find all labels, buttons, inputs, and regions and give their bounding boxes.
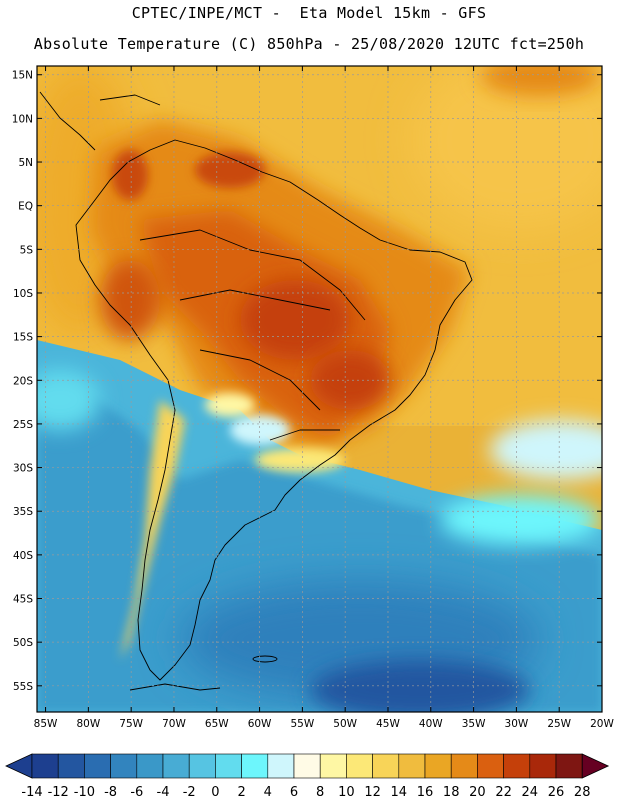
colorbar-segment — [84, 753, 111, 779]
latitude-label: 30S — [13, 463, 33, 475]
colorbar-label: 10 — [338, 785, 355, 800]
colorbar-label: 26 — [548, 785, 565, 800]
colorbar-label: 4 — [264, 785, 272, 800]
longitude-label: 20W — [590, 718, 614, 730]
colorbar-segment — [346, 753, 373, 779]
colorbar-label: -8 — [104, 785, 117, 800]
longitude-label: 85W — [34, 718, 58, 730]
longitude-label: 25W — [547, 718, 571, 730]
longitude-label: 30W — [505, 718, 529, 730]
colorbar-arrow-low — [5, 753, 33, 779]
colorbar-label: 24 — [522, 785, 539, 800]
colorbar-label: -12 — [48, 785, 69, 800]
longitude-label: 60W — [248, 718, 272, 730]
temperature-field — [37, 66, 602, 712]
colorbar-label: -6 — [130, 785, 143, 800]
latitude-label: 5N — [18, 157, 33, 169]
coastline-outlines — [39, 91, 473, 691]
latitude-label: 20S — [13, 375, 33, 387]
latitude-label: 10S — [13, 288, 33, 300]
longitude-label: 70W — [162, 718, 186, 730]
colorbar-segment — [450, 753, 478, 779]
colorbar-labels: -14 -12 -10 -8 -6 -4 -2 0 2 4 6 8 10 12 14 16 18 20 22 24 26… — [21, 785, 590, 800]
colorbar-label: 2 — [237, 785, 245, 800]
colorbar-segment — [398, 753, 426, 779]
colorbar-label: 6 — [290, 785, 298, 800]
latitude-label: 40S — [13, 550, 33, 562]
latitude-labels: 15N 10N 5N EQ 5S 10S 15S 20S 25S 30S 35S 40S 45S 50S 5… — [12, 70, 34, 693]
longitude-label: 65W — [205, 718, 229, 730]
colorbar-segment — [215, 753, 242, 779]
colorbar-label: 28 — [574, 785, 591, 800]
latitude-label: 25S — [13, 419, 33, 431]
longitude-label: 50W — [333, 718, 357, 730]
colorbar-segment — [31, 753, 59, 779]
longitude-label: 40W — [419, 718, 443, 730]
map-title-line2: Absolute Temperature (C) 850hPa - 25/08/… — [33, 35, 585, 53]
longitude-label: 55W — [291, 718, 315, 730]
colorbar-segment — [372, 753, 400, 779]
latitude-label: EQ — [18, 201, 33, 213]
latitude-label: 10N — [12, 113, 33, 125]
colorbar-label: -2 — [183, 785, 196, 800]
latitude-label: 55S — [13, 681, 33, 693]
longitude-label: 75W — [119, 718, 143, 730]
colorbar-label: 16 — [417, 785, 434, 800]
colorbar-label: 0 — [211, 785, 219, 800]
latitude-label: 15S — [13, 332, 33, 344]
colorbar-segment — [162, 753, 190, 779]
colorbar-label: 8 — [316, 785, 324, 800]
map-title-line1: CPTEC/INPE/MCT - Eta Model 15km - GFS — [131, 4, 487, 22]
latitude-label: 35S — [13, 506, 33, 518]
colorbar-label: -14 — [21, 785, 42, 800]
colorbar-segment — [477, 753, 504, 779]
colorbar-segment — [503, 753, 531, 779]
latitude-label: 15N — [12, 70, 33, 82]
colorbar-segment — [555, 753, 583, 779]
map-frame — [36, 65, 603, 713]
colorbar-segment — [57, 753, 85, 779]
colorbar-segment — [267, 753, 295, 779]
colorbar-label: 12 — [364, 785, 381, 800]
colorbar-label: -4 — [157, 785, 170, 800]
colorbar-segment — [241, 753, 269, 779]
longitude-labels: 85W 80W 75W 70W 65W 60W 55W 50W 45W 40W 35W 30W 25W 2… — [34, 718, 615, 730]
latitude-label: 45S — [13, 594, 33, 606]
colorbar-segment — [188, 753, 216, 779]
longitude-label: 35W — [462, 718, 486, 730]
colorbar-segment — [293, 753, 321, 779]
latitude-label: 5S — [20, 244, 34, 256]
gridlines — [37, 66, 603, 712]
colorbar-label: -10 — [74, 785, 95, 800]
colorbar-segment — [110, 753, 138, 779]
colorbar — [5, 753, 610, 779]
colorbar-arrow-high — [581, 753, 610, 779]
colorbar-segment — [529, 753, 557, 779]
colorbar-label: 20 — [469, 785, 486, 800]
longitude-label: 80W — [76, 718, 100, 730]
colorbar-segment — [319, 753, 347, 779]
latitude-label: 50S — [13, 637, 33, 649]
longitude-label: 45W — [376, 718, 400, 730]
colorbar-label: 14 — [391, 785, 408, 800]
colorbar-segment — [424, 753, 452, 779]
colorbar-segment — [136, 753, 164, 779]
colorbar-label: 22 — [495, 785, 512, 800]
colorbar-label: 18 — [443, 785, 460, 800]
